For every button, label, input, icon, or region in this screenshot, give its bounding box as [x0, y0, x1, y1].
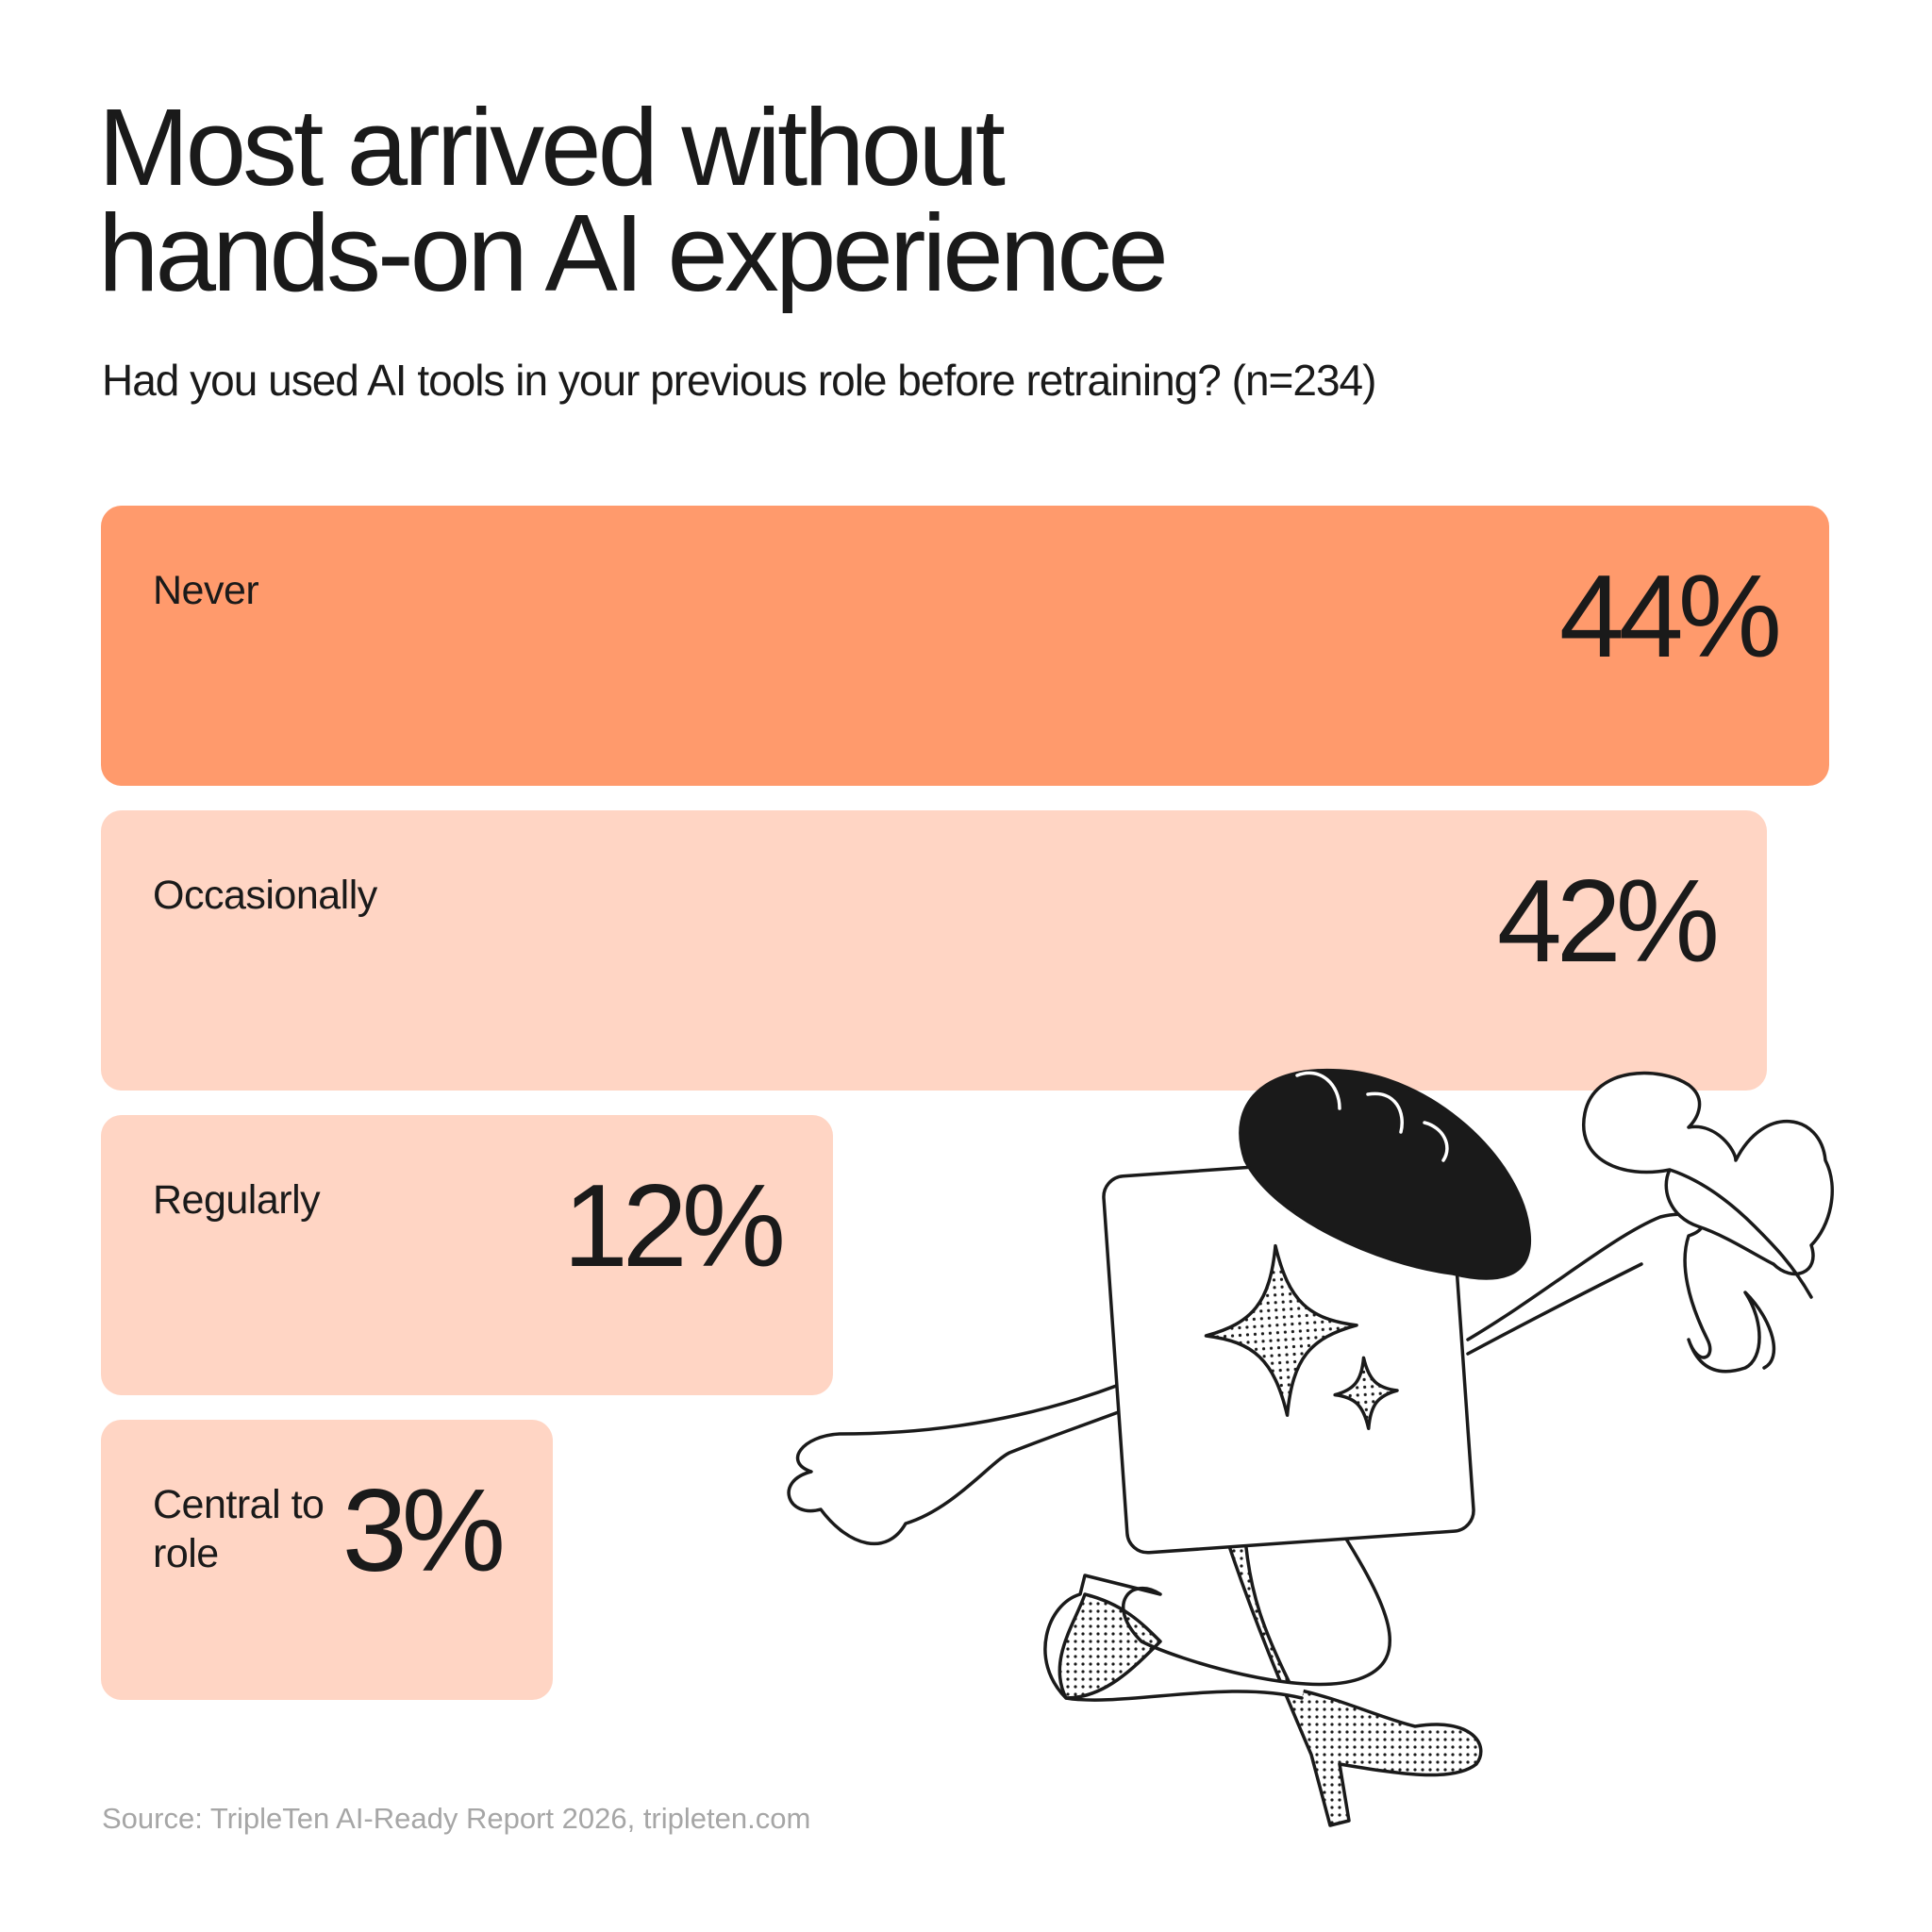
value-label: 12% [562, 1161, 786, 1291]
chart-subtitle: Had you used AI tools in your previous r… [102, 356, 1376, 405]
bar-label: Central to role [153, 1482, 325, 1576]
bar: Occasionally 42% [101, 810, 1767, 1091]
bar: Central to role 3% [101, 1420, 553, 1700]
chart-title: Most arrived without hands-on AI experie… [98, 86, 1169, 314]
value-label: 44% [1558, 552, 1782, 682]
value-label: 3% [341, 1466, 506, 1596]
bar-label: Regularly [153, 1177, 321, 1223]
bar: Regularly 12% [101, 1115, 833, 1395]
bar-label: Occasionally [153, 873, 377, 918]
source-note: Source: TripleTen AI-Ready Report 2026, … [102, 1802, 811, 1835]
bar-label: Never [153, 568, 259, 613]
bar: Never 44% [101, 506, 1829, 786]
value-label: 42% [1496, 857, 1720, 987]
